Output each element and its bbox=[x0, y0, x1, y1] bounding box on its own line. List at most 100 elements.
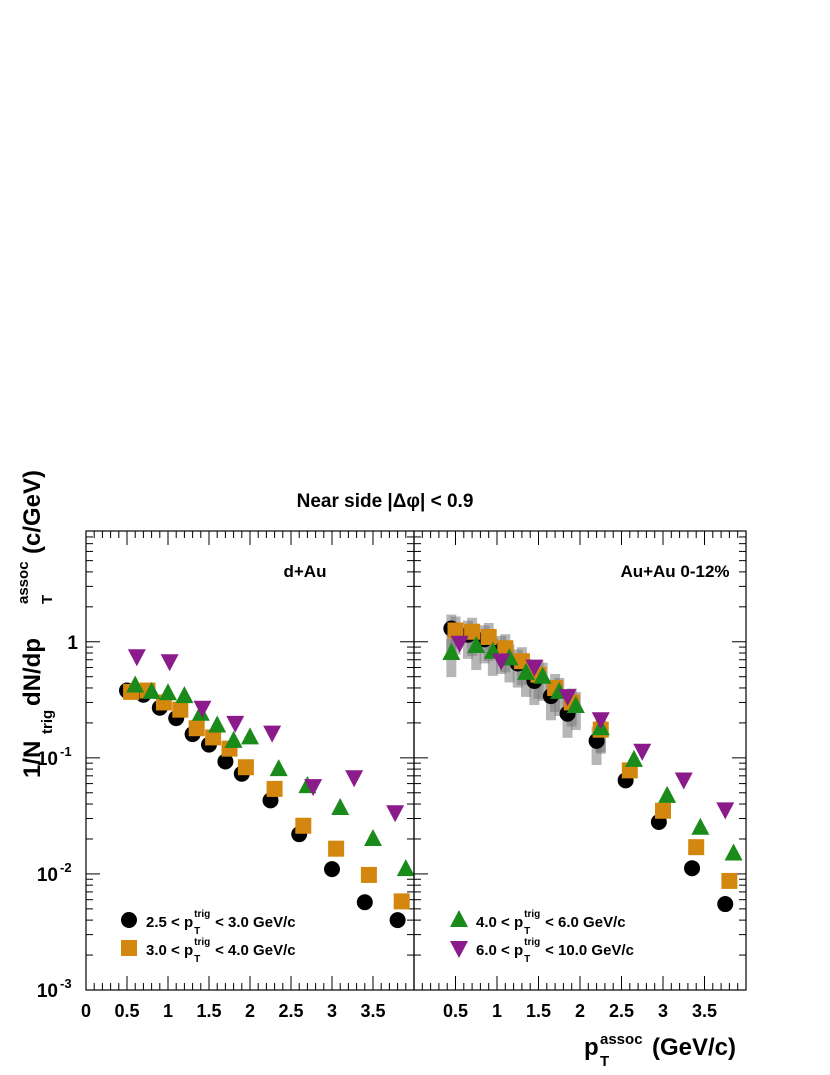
legend-text: < 4.0 GeV/c bbox=[215, 942, 295, 959]
data-point bbox=[304, 779, 323, 797]
x-tick-label: 1.5 bbox=[526, 1001, 551, 1021]
y-tick-label: 1 bbox=[67, 633, 78, 654]
data-point bbox=[717, 896, 734, 913]
x-tick-label: 2 bbox=[245, 1001, 255, 1021]
data-point bbox=[266, 780, 283, 797]
data-point bbox=[360, 866, 377, 883]
legend-sup: trig bbox=[524, 909, 540, 920]
series-triangle-down bbox=[450, 635, 735, 820]
data-point bbox=[175, 686, 194, 704]
legend-marker bbox=[450, 910, 468, 927]
x-title-sub: T bbox=[600, 1053, 609, 1070]
data-point bbox=[467, 635, 486, 653]
data-point bbox=[684, 860, 701, 877]
data-point bbox=[295, 817, 312, 834]
series-triangle-down bbox=[127, 649, 405, 823]
data-point bbox=[558, 689, 577, 707]
data-point bbox=[193, 700, 212, 718]
data-point bbox=[716, 802, 735, 820]
x-tick-label: 2 bbox=[575, 1001, 585, 1021]
chart-title: Near side |Δφ| < 0.9 bbox=[297, 491, 474, 512]
legend-sup: trig bbox=[194, 937, 210, 948]
data-point bbox=[658, 785, 677, 803]
data-point bbox=[331, 797, 350, 815]
legend-sub: T bbox=[194, 926, 200, 937]
x-axis-title: p assoc T (GeV/c) bbox=[584, 1031, 736, 1070]
data-point bbox=[442, 643, 461, 661]
legend-text: < 10.0 GeV/c bbox=[545, 942, 634, 959]
y-tick-label: 10 bbox=[37, 749, 58, 770]
data-point bbox=[324, 861, 340, 878]
data-point bbox=[517, 662, 536, 680]
data-point bbox=[655, 802, 671, 819]
data-point bbox=[396, 859, 415, 877]
x-tick-label: 1.5 bbox=[196, 1001, 221, 1021]
data-point bbox=[345, 770, 364, 788]
x-tick-label: 0.5 bbox=[443, 1001, 468, 1021]
data-point bbox=[364, 828, 382, 846]
x-tick-label: 3 bbox=[327, 1001, 337, 1021]
data-point bbox=[450, 635, 469, 653]
y-tick-exponent: -2 bbox=[60, 860, 72, 875]
legend-text: 6.0 < p bbox=[476, 942, 523, 959]
data-point bbox=[263, 725, 282, 743]
data-point bbox=[691, 817, 710, 835]
chart-panels: 0 0.5 1 1.5 2 2.5 3 3.510-310-210 -11d+Au2.5 < p… bbox=[37, 530, 747, 1021]
legend-text: 2.5 < p bbox=[146, 914, 193, 931]
x-tick-label: 0.5 bbox=[114, 1001, 139, 1021]
legend-text: 3.0 < p bbox=[146, 942, 193, 959]
data-point bbox=[269, 759, 288, 777]
data-point bbox=[525, 659, 544, 677]
data-point bbox=[566, 695, 585, 713]
series-circle bbox=[119, 682, 406, 929]
data-point bbox=[386, 805, 405, 823]
series-circle bbox=[443, 620, 734, 913]
data-point bbox=[188, 720, 205, 737]
x-title-sup: assoc bbox=[600, 1031, 643, 1048]
data-point bbox=[492, 653, 511, 671]
data-point bbox=[142, 681, 161, 699]
data-point bbox=[160, 654, 179, 672]
x-tick-label: 3.5 bbox=[692, 1001, 717, 1021]
legend-sub: T bbox=[524, 954, 530, 965]
legend-sup: trig bbox=[194, 909, 210, 920]
data-point bbox=[633, 743, 652, 761]
data-point bbox=[674, 772, 693, 790]
y-title-sub2: T bbox=[39, 595, 56, 604]
y-tick-exponent: -3 bbox=[60, 976, 72, 991]
y-tick-label: 10 bbox=[37, 865, 58, 886]
data-point bbox=[447, 622, 464, 639]
y-tick-exponent: -1 bbox=[60, 744, 72, 759]
legend-marker bbox=[450, 941, 468, 958]
data-point bbox=[724, 843, 743, 861]
y-axis-title: 1/N trig dN/dp assoc T (c/GeV) bbox=[15, 470, 56, 778]
data-point bbox=[389, 912, 406, 929]
legend-sup: trig bbox=[524, 937, 540, 948]
series-triangle-up bbox=[442, 635, 743, 861]
x-tick-label: 1 bbox=[163, 1001, 173, 1021]
data-point bbox=[688, 839, 705, 856]
legend-text: 4.0 < p bbox=[476, 914, 523, 931]
data-point bbox=[393, 893, 410, 910]
panel-label: d+Au bbox=[284, 562, 327, 581]
data-point bbox=[159, 683, 177, 701]
y-tick-label: 10 bbox=[37, 981, 58, 1002]
y-title-sub: trig bbox=[39, 710, 56, 734]
x-title-rest: (GeV/c) bbox=[652, 1034, 736, 1061]
x-title-main: p bbox=[584, 1034, 599, 1061]
y-title-c: (c/GeV) bbox=[19, 470, 46, 554]
data-point bbox=[480, 628, 497, 645]
legend-marker bbox=[121, 912, 137, 928]
data-point bbox=[464, 623, 481, 640]
y-title-sup: assoc bbox=[15, 561, 32, 604]
legend-sub: T bbox=[194, 954, 200, 965]
legend-marker bbox=[121, 940, 137, 956]
x-tick-label: 3.5 bbox=[360, 1001, 385, 1021]
data-point bbox=[127, 649, 146, 667]
data-point bbox=[126, 675, 145, 693]
y-title-b: dN/dp bbox=[19, 638, 46, 706]
data-point bbox=[356, 894, 373, 911]
data-point bbox=[721, 872, 738, 889]
